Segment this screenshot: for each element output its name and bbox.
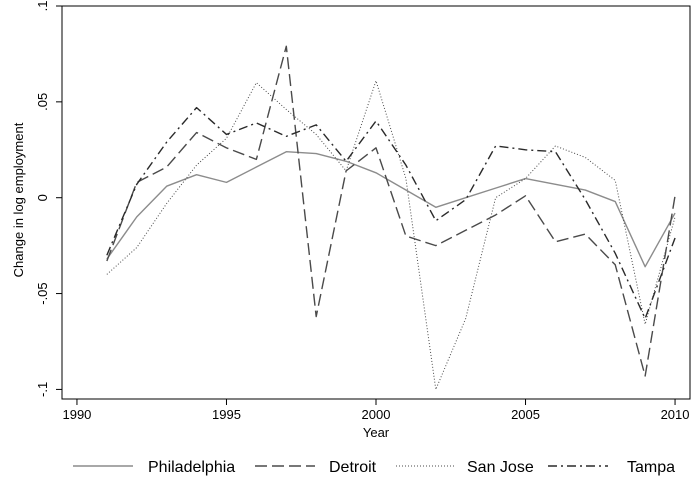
legend-label: Detroit xyxy=(329,459,377,476)
y-tick-label: .05 xyxy=(35,93,50,111)
x-tick-label: 2005 xyxy=(511,407,540,422)
series-line-detroit xyxy=(106,45,676,377)
series-line-san-jose xyxy=(106,80,676,390)
legend-label: San Jose xyxy=(467,459,534,476)
x-tick-label: 2010 xyxy=(661,407,690,422)
x-tick-label: 2000 xyxy=(362,407,391,422)
y-tick-label: 0 xyxy=(35,194,50,201)
y-tick-label: .1 xyxy=(35,1,50,12)
legend-label: Philadelphia xyxy=(148,459,235,476)
series-line-tampa xyxy=(106,106,676,320)
legend: Philadelphia Detroit San Jose Tampa xyxy=(73,459,675,476)
x-axis: 1990 1995 2000 2005 2010 xyxy=(62,399,690,422)
legend-label: Tampa xyxy=(627,459,675,476)
y-tick-label: -.05 xyxy=(35,282,50,304)
y-axis: -.1 -.05 0 .05 .1 xyxy=(35,1,62,397)
x-tick-label: 1995 xyxy=(212,407,241,422)
plot-area xyxy=(61,5,691,400)
x-axis-title: Year xyxy=(363,425,390,440)
x-tick-label: 1990 xyxy=(62,407,91,422)
y-axis-title: Change in log employment xyxy=(11,122,26,277)
y-tick-label: -.1 xyxy=(35,382,50,397)
series-lines xyxy=(106,45,676,390)
series-line-philadelphia xyxy=(106,150,676,268)
